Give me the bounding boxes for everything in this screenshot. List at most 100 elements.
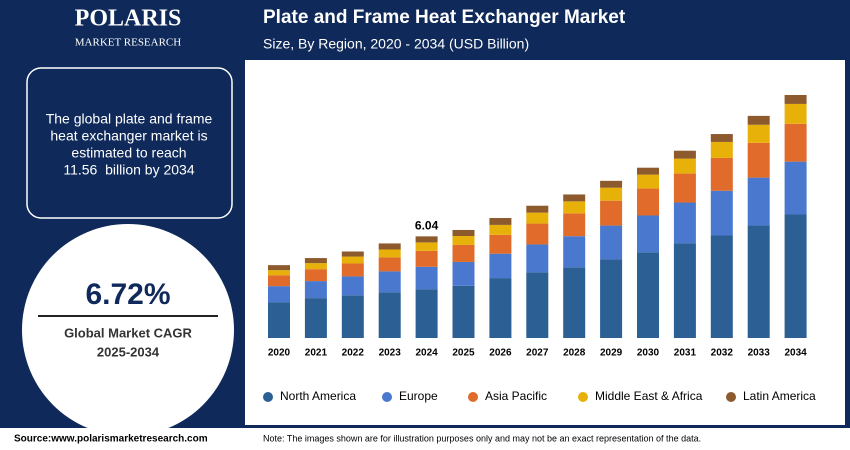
x-tick-label: 2026 <box>489 348 512 359</box>
bar-segment <box>637 167 659 175</box>
bar-segment <box>600 259 623 338</box>
bar-segment <box>341 276 364 296</box>
bar-segment <box>489 253 512 279</box>
source: Source:www.polarismarketresearch.com <box>14 434 208 445</box>
bar-segment <box>378 257 401 272</box>
bar-segment <box>784 214 807 338</box>
summary-line: The global plate and frame <box>46 111 213 127</box>
bar-segment <box>710 235 733 338</box>
bar-segment <box>673 158 696 174</box>
x-tick-label: 2022 <box>342 348 365 359</box>
bar-segment <box>415 266 438 290</box>
x-tick-label: 2030 <box>637 348 660 359</box>
bar-segment <box>526 205 549 213</box>
bar-segment <box>673 202 696 244</box>
legend-label: Latin America <box>743 389 816 403</box>
bar-segment <box>489 278 512 338</box>
x-tick-label: 2027 <box>526 348 549 359</box>
bar-segment <box>673 243 696 338</box>
bar-segment <box>341 251 364 257</box>
bar-segment <box>452 244 475 262</box>
bar-segment <box>563 267 586 338</box>
bar-segment <box>489 218 512 225</box>
bar-segment <box>526 212 549 224</box>
bar-segment <box>600 225 623 260</box>
summary-line: 11.56 billion by 2034 <box>63 162 194 178</box>
bar-segment <box>489 234 512 254</box>
brand-name: POLARIS <box>75 6 182 32</box>
bar-segment <box>452 236 475 245</box>
bar-segment <box>526 223 549 245</box>
bar-segment <box>600 180 623 188</box>
bar-segment <box>378 292 401 338</box>
bar-segment <box>747 177 770 226</box>
note: Note: The images shown are for illustrat… <box>263 433 701 443</box>
brand-tagline: MARKET RESEARCH <box>75 37 182 49</box>
cagr-circle <box>22 224 234 436</box>
legend-marker <box>382 392 392 402</box>
bar-segment <box>710 134 733 142</box>
bar-segment <box>563 236 586 268</box>
bar-segment <box>747 115 770 125</box>
bar-segment <box>710 157 733 191</box>
chart-title: Plate and Frame Heat Exchanger Market <box>263 7 626 28</box>
bar-segment <box>268 286 290 303</box>
bar-segment <box>341 295 364 338</box>
bar-segment <box>415 250 438 267</box>
cagr-label: Global Market CAGR <box>64 325 192 340</box>
bar-segment <box>452 261 475 286</box>
bar-segment <box>268 302 290 338</box>
x-tick-label: 2024 <box>415 348 438 359</box>
bar-segment <box>784 95 807 104</box>
bar-segment <box>637 252 659 338</box>
cagr-period: 2025-2034 <box>97 344 160 359</box>
bar-segment <box>268 275 290 287</box>
bar-segment <box>600 187 623 201</box>
bar-segment <box>304 263 327 270</box>
bar-segment <box>784 123 807 162</box>
legend-label: Europe <box>399 389 438 403</box>
bar-segment <box>710 141 733 158</box>
bar-segment <box>784 103 807 124</box>
bar-segment <box>673 150 696 159</box>
bar-segment <box>563 194 586 202</box>
x-tick-label: 2033 <box>748 348 771 359</box>
bar-segment <box>637 188 659 216</box>
bar-segment <box>268 270 290 276</box>
bar-segment <box>304 258 327 264</box>
bar-segment <box>637 215 659 253</box>
x-tick-label: 2029 <box>600 348 623 359</box>
x-tick-label: 2023 <box>379 348 402 359</box>
bar-segment <box>637 174 659 189</box>
x-tick-label: 2031 <box>674 348 697 359</box>
x-tick-label: 2034 <box>784 348 807 359</box>
bar-segment <box>268 265 290 271</box>
summary-line: estimated to reach <box>71 145 186 161</box>
legend-marker <box>263 392 273 402</box>
legend-label: Asia Pacific <box>485 389 547 403</box>
footer <box>0 428 850 450</box>
total-label: 6.04 <box>415 219 439 233</box>
bar-segment <box>489 224 512 235</box>
bar-segment <box>304 281 327 299</box>
bar-segment <box>452 285 475 338</box>
chart-subtitle: Size, By Region, 2020 - 2034 (USD Billio… <box>263 36 529 52</box>
bar-segment <box>341 263 364 277</box>
legend-label: Middle East & Africa <box>595 389 703 403</box>
x-tick-label: 2032 <box>711 348 734 359</box>
bar-segment <box>673 173 696 203</box>
bar-segment <box>600 200 623 226</box>
bar-segment <box>304 298 327 338</box>
bar-segment <box>563 213 586 237</box>
x-tick-label: 2021 <box>305 348 328 359</box>
x-tick-label: 2025 <box>452 348 475 359</box>
bar-segment <box>415 289 438 338</box>
bar-segment <box>563 201 586 214</box>
legend-marker <box>726 392 736 402</box>
bar-segment <box>747 225 770 338</box>
x-tick-label: 2028 <box>563 348 586 359</box>
bar-segment <box>304 269 327 282</box>
bar-segment <box>415 236 438 243</box>
bar-segment <box>378 243 401 250</box>
